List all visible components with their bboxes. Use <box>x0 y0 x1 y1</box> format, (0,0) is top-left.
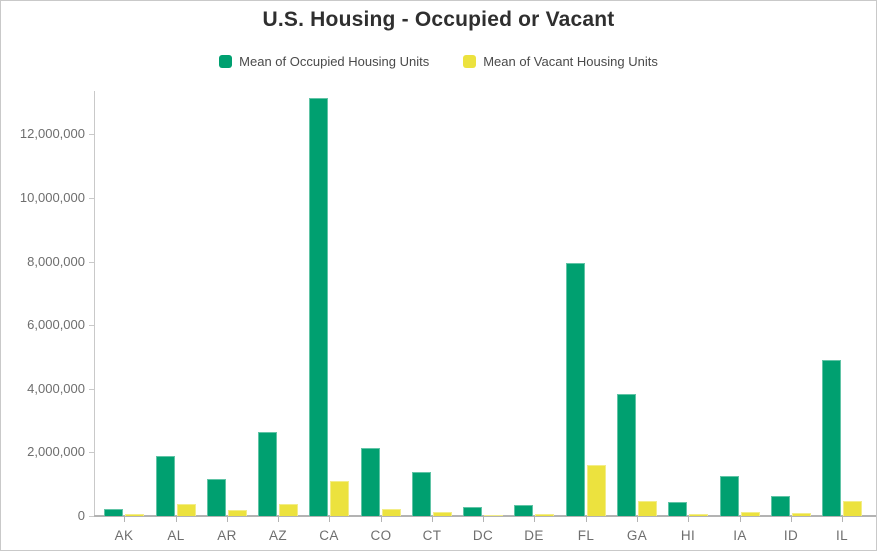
y-axis-line <box>94 91 95 516</box>
vacant-series-swatch <box>463 55 477 68</box>
x-axis-label-FL: FL <box>577 528 595 543</box>
legend-item-vacant[interactable]: Mean of Vacant Housing Units <box>463 54 658 69</box>
legend-label-occupied: Mean of Occupied Housing Units <box>239 54 430 69</box>
x-axis-label-GA: GA <box>626 528 648 543</box>
x-axis-label-DC: DC <box>472 528 494 543</box>
x-axis-tick-AK <box>124 517 125 522</box>
bar-occupied-AZ[interactable] <box>258 432 277 516</box>
bar-occupied-IA[interactable] <box>720 476 739 516</box>
bar-occupied-AR[interactable] <box>207 479 226 516</box>
bar-vacant-IA[interactable] <box>741 512 760 516</box>
x-axis-label-CA: CA <box>319 528 339 543</box>
x-axis-label-CT: CT <box>422 528 442 543</box>
bar-occupied-GA[interactable] <box>617 394 636 516</box>
y-axis-tick <box>89 325 94 326</box>
x-axis-label-IA: IA <box>733 528 747 543</box>
bar-occupied-HI[interactable] <box>668 502 687 516</box>
x-axis-label-ID: ID <box>783 528 799 543</box>
x-axis-label-AR: AR <box>217 528 237 543</box>
y-axis-label-2000000: 2,000,000 <box>27 444 85 459</box>
y-axis-label-10000000: 10,000,000 <box>19 190 85 205</box>
bar-occupied-CO[interactable] <box>361 448 380 516</box>
bar-vacant-AL[interactable] <box>177 504 196 516</box>
x-axis-tick-AR <box>227 517 228 522</box>
bar-vacant-HI[interactable] <box>689 514 708 516</box>
x-axis-label-AZ: AZ <box>268 528 288 543</box>
bar-occupied-AK[interactable] <box>104 509 123 516</box>
bar-vacant-CA[interactable] <box>330 481 349 516</box>
bar-occupied-DE[interactable] <box>514 505 533 516</box>
occupied-series-swatch <box>219 55 233 68</box>
y-axis-label-4000000: 4,000,000 <box>27 381 85 396</box>
bar-vacant-DC[interactable] <box>484 515 503 516</box>
y-axis-label-0: 0 <box>77 508 85 523</box>
y-axis-label-12000000: 12,000,000 <box>19 126 85 141</box>
bar-vacant-GA[interactable] <box>638 501 657 516</box>
x-axis-label-CO: CO <box>370 528 392 543</box>
x-axis-label-IL: IL <box>835 528 849 543</box>
legend-label-vacant: Mean of Vacant Housing Units <box>483 54 658 69</box>
x-axis-label-AK: AK <box>114 528 134 543</box>
x-axis-tick-AZ <box>278 517 279 522</box>
bar-vacant-AK[interactable] <box>125 514 144 516</box>
x-axis-tick-CO <box>381 517 382 522</box>
y-axis-tick <box>89 389 94 390</box>
y-axis-tick <box>89 134 94 135</box>
y-axis-tick <box>89 452 94 453</box>
legend: Mean of Occupied Housing Units Mean of V… <box>1 54 876 69</box>
x-axis-tick-ID <box>791 517 792 522</box>
bar-occupied-DC[interactable] <box>463 507 482 516</box>
x-axis-tick-CT <box>432 517 433 522</box>
bar-occupied-CT[interactable] <box>412 472 431 516</box>
bar-vacant-FL[interactable] <box>587 465 606 516</box>
x-axis-tick-FL <box>586 517 587 522</box>
x-axis-tick-IA <box>740 517 741 522</box>
x-axis-tick-CA <box>329 517 330 522</box>
x-axis-tick-AL <box>176 517 177 522</box>
x-axis-label-DE: DE <box>524 528 544 543</box>
legend-item-occupied[interactable]: Mean of Occupied Housing Units <box>219 54 429 69</box>
bar-occupied-IL[interactable] <box>822 360 841 516</box>
x-axis-tick-GA <box>637 517 638 522</box>
y-axis-tick <box>89 516 94 517</box>
bar-vacant-ID[interactable] <box>792 513 811 516</box>
x-axis-label-AL: AL <box>167 528 185 543</box>
y-axis-tick <box>89 262 94 263</box>
bar-occupied-AL[interactable] <box>156 456 175 516</box>
bar-vacant-CT[interactable] <box>433 512 452 516</box>
bar-vacant-DE[interactable] <box>535 514 554 516</box>
bar-vacant-IL[interactable] <box>843 501 862 516</box>
x-axis-tick-DE <box>534 517 535 522</box>
bar-occupied-ID[interactable] <box>771 496 790 516</box>
x-axis-tick-DC <box>483 517 484 522</box>
y-axis-label-6000000: 6,000,000 <box>27 317 85 332</box>
y-axis-tick <box>89 198 94 199</box>
bar-vacant-AR[interactable] <box>228 510 247 516</box>
x-axis-line <box>94 515 876 517</box>
chart-title: U.S. Housing - Occupied or Vacant <box>262 8 615 31</box>
bar-occupied-FL[interactable] <box>566 263 585 516</box>
bar-occupied-CA[interactable] <box>309 98 328 516</box>
bar-vacant-AZ[interactable] <box>279 504 298 516</box>
x-axis-tick-HI <box>688 517 689 522</box>
y-axis-label-8000000: 8,000,000 <box>27 254 85 269</box>
x-axis-label-HI: HI <box>680 528 696 543</box>
bar-vacant-CO[interactable] <box>382 509 401 516</box>
x-axis-tick-IL <box>842 517 843 522</box>
